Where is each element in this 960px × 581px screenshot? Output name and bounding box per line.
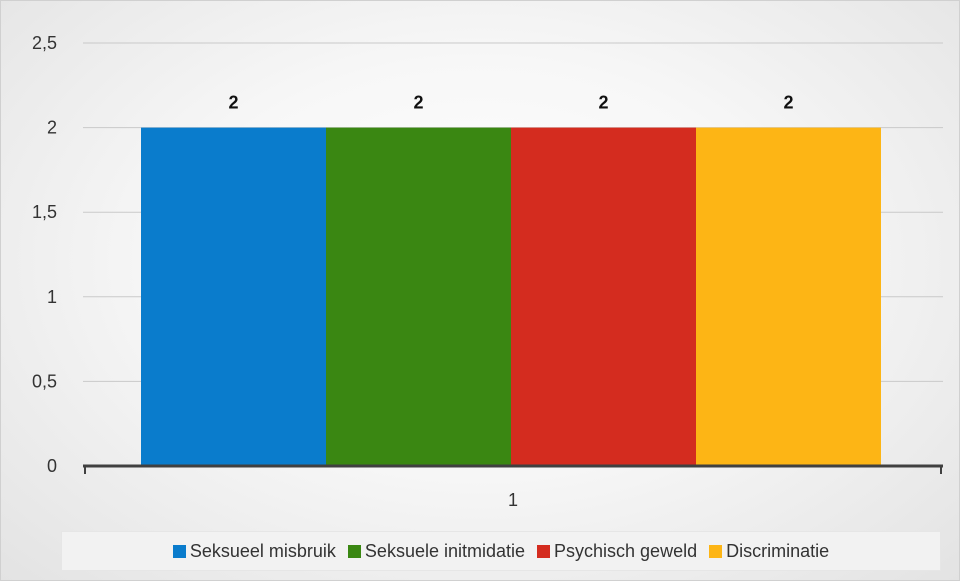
data-label: 2 xyxy=(413,93,423,113)
legend-swatch xyxy=(537,544,551,558)
legend-item: Seksueel misbruik xyxy=(172,540,336,562)
legend-label: Seksuele initmidatie xyxy=(364,540,526,561)
y-tick-label: 0 xyxy=(47,456,57,476)
legend-item: Seksuele initmidatie xyxy=(347,540,526,562)
x-tick-label: 1 xyxy=(508,490,518,510)
legend-item: Discriminatie xyxy=(709,541,829,562)
legend-label: Psychisch geweld xyxy=(554,540,698,561)
bars xyxy=(141,127,881,466)
legend-swatch xyxy=(709,544,723,558)
labels: 0 0,5 1 1,5 2 2,5 2 2 2 2 1 xyxy=(32,33,794,510)
y-tick-label: 2 xyxy=(47,118,57,138)
y-tick-label: 2,5 xyxy=(32,33,57,53)
legend: Seksueel misbruik Seksuele initmidatie Psy… xyxy=(61,531,941,571)
bar xyxy=(696,127,881,466)
bar xyxy=(511,127,696,466)
y-tick-label: 1,5 xyxy=(32,202,57,222)
legend-swatch xyxy=(172,544,186,558)
legend-swatch xyxy=(347,544,361,558)
data-label: 2 xyxy=(228,93,238,113)
data-label: 2 xyxy=(783,93,793,113)
axes xyxy=(83,464,943,474)
legend-item: Psychisch geweld xyxy=(537,541,697,562)
bar xyxy=(326,127,511,466)
legend-label: Seksueel misbruik xyxy=(189,540,336,561)
legend-label: Discriminatie xyxy=(726,540,830,561)
y-tick-label: 0,5 xyxy=(32,371,57,391)
data-label: 2 xyxy=(598,93,608,113)
bar xyxy=(141,127,326,466)
y-tick-label: 1 xyxy=(47,287,57,307)
